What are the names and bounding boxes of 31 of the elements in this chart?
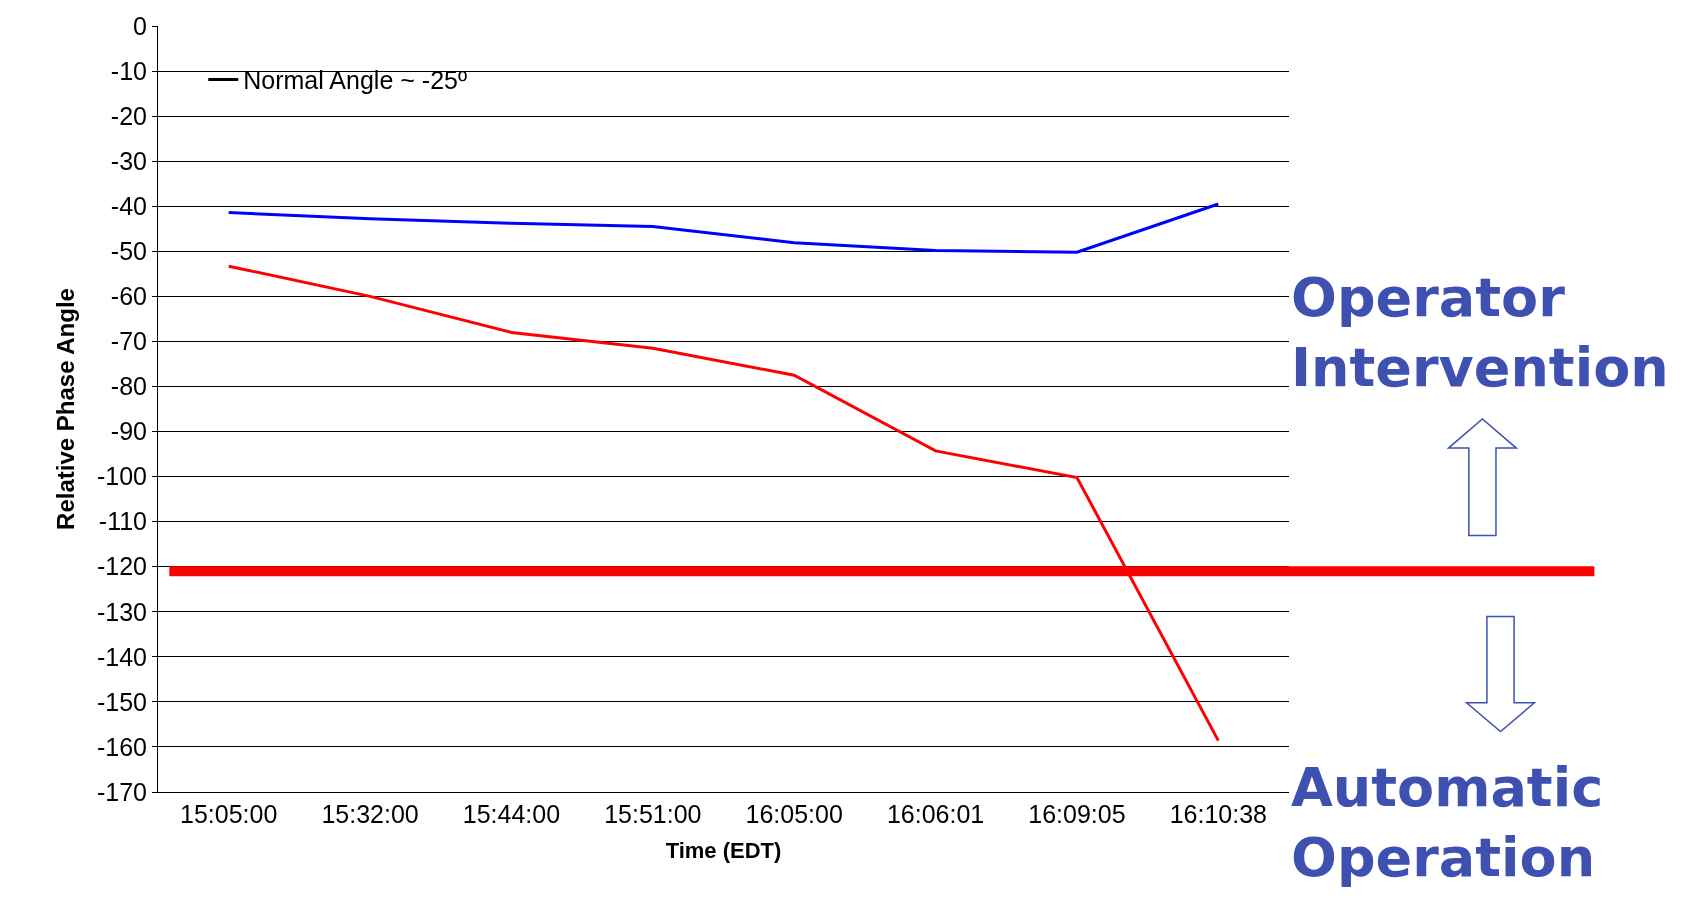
y-tick-label: -120	[96, 552, 147, 581]
x-tick-label: 15:32:00	[321, 800, 419, 828]
text: Automatic Operation	[1291, 756, 1604, 890]
y-tick-label: -40	[110, 191, 147, 220]
y-tick-label: -10	[110, 56, 147, 85]
x-tick-label: 15:51:00	[604, 800, 702, 828]
y-axis-title: Relative Phase Angle	[52, 288, 80, 530]
y-tick-label: -50	[110, 237, 147, 266]
y-tick-label: -110	[98, 507, 147, 536]
x-tick-label: 16:10:38	[1169, 800, 1267, 828]
y-tick-label: -150	[96, 687, 147, 716]
x-tick-label: 15:05:00	[180, 800, 278, 828]
y-tick-label: -60	[110, 282, 147, 311]
y-tick-label: -100	[96, 462, 147, 491]
y-tick-label: -130	[96, 597, 147, 626]
y-tick-label: -90	[110, 417, 147, 446]
y-tick-label: -160	[96, 732, 147, 761]
x-tick-label: 16:05:00	[745, 800, 843, 828]
x-axis-title: Time (EDT)	[665, 837, 782, 863]
y-tick-label: -20	[110, 101, 147, 130]
y-tick-label: -70	[110, 327, 147, 356]
y-tick-label: -140	[96, 642, 147, 671]
x-tick-label: 16:06:01	[886, 800, 985, 828]
text: Operator Intervention	[1291, 266, 1669, 400]
line-series	[227, 202, 1220, 254]
y-tick-label: -80	[110, 372, 147, 401]
x-tick-label: 16:09:05	[1028, 800, 1126, 828]
y-tick-label: 0	[133, 11, 147, 40]
x-tick-label: 15:44:00	[462, 800, 561, 828]
y-tick-label: -170	[96, 777, 147, 806]
y-tick-label: -30	[110, 146, 147, 175]
